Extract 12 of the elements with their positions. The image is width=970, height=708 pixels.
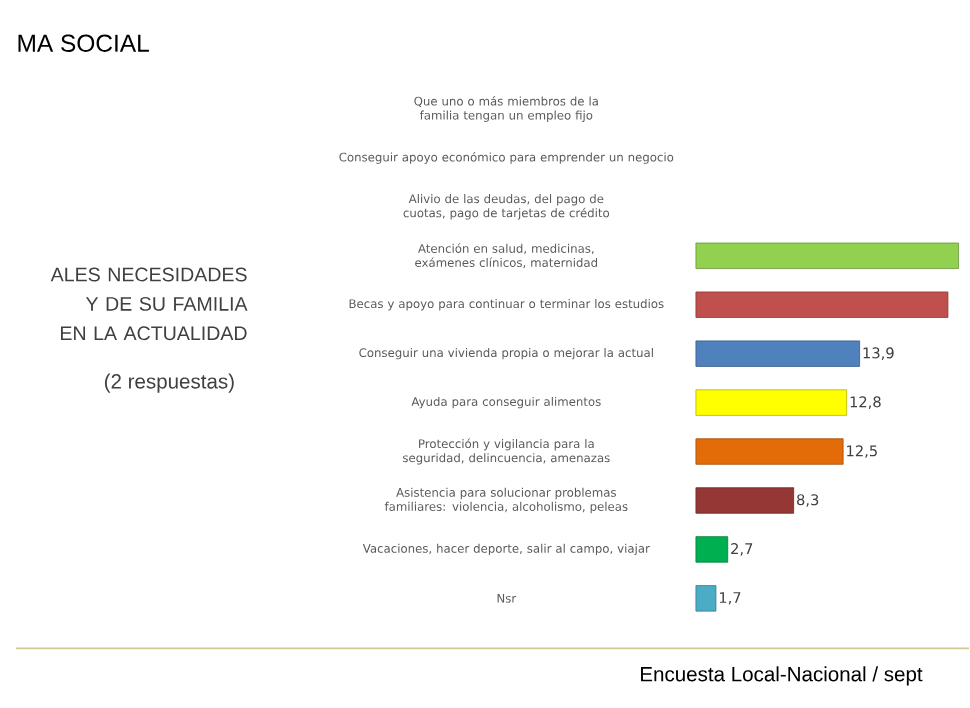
- bar: [695, 389, 848, 417]
- text: ALES NECESIDADES Y DE SU FAMILIA EN LA ACTUALIDAD: [50, 267, 248, 341]
- bar: [695, 291, 949, 319]
- bar: [695, 487, 795, 514]
- bar: [695, 242, 959, 270]
- bar: [695, 585, 717, 612]
- text: MA SOCIAL: [18, 34, 149, 53]
- bar: [695, 438, 844, 466]
- bar: [695, 536, 729, 563]
- bar: [695, 340, 860, 368]
- text: Encuesta Local-Nacional / sept: [641, 666, 923, 686]
- text: (2 respuestas): [104, 373, 234, 394]
